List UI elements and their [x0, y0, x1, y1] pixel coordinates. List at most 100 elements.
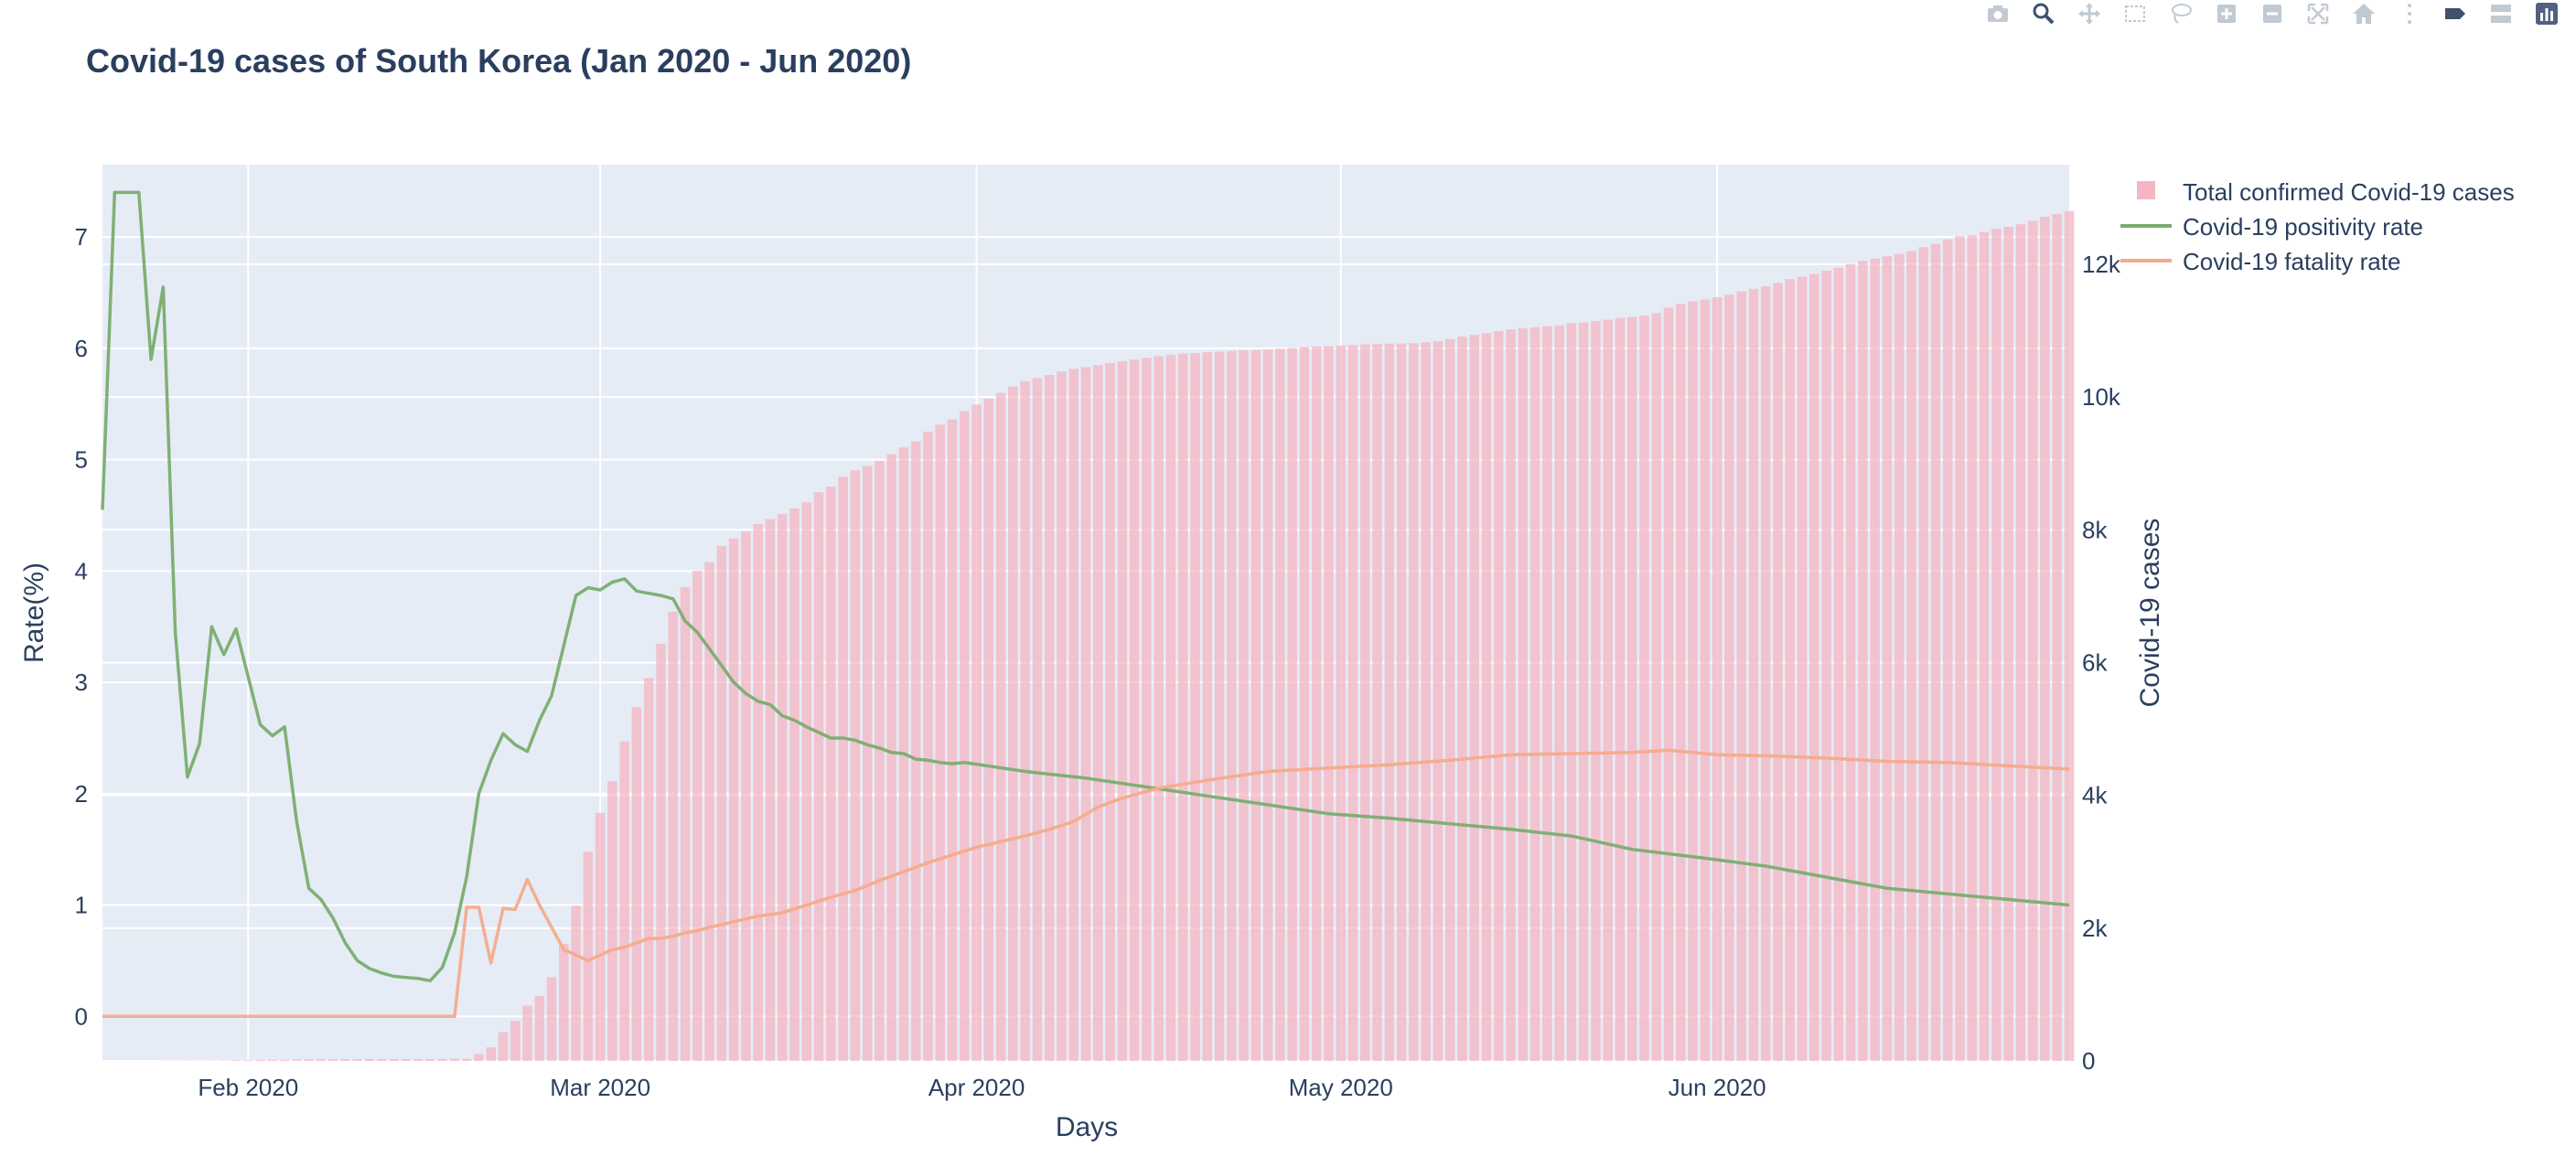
bar-day[interactable]: [559, 943, 569, 1061]
bar-day[interactable]: [1262, 348, 1273, 1061]
bar-day[interactable]: [1639, 316, 1649, 1061]
bar-day[interactable]: [1384, 343, 1395, 1062]
bar-day[interactable]: [279, 1059, 290, 1061]
bar-day[interactable]: [935, 424, 946, 1061]
hover-closest-icon[interactable]: [2435, 0, 2475, 27]
bar-day[interactable]: [1578, 322, 1589, 1061]
bar-day[interactable]: [607, 781, 617, 1061]
bar-day[interactable]: [1239, 350, 1249, 1061]
bar-day[interactable]: [1275, 348, 1285, 1061]
bar-day[interactable]: [1663, 307, 1674, 1061]
bar-day[interactable]: [546, 977, 557, 1061]
bar-day[interactable]: [1506, 329, 1516, 1061]
spike-lines-icon[interactable]: [2389, 0, 2430, 27]
bar-day[interactable]: [1712, 296, 1723, 1061]
bar-day[interactable]: [838, 476, 848, 1061]
bar-day[interactable]: [959, 411, 970, 1061]
bar-day[interactable]: [1906, 251, 1916, 1061]
bar-day[interactable]: [1324, 346, 1334, 1061]
bar-day[interactable]: [1845, 263, 1856, 1061]
bar-day[interactable]: [304, 1059, 314, 1061]
bar-day[interactable]: [425, 1058, 435, 1061]
bar-day[interactable]: [1821, 271, 1831, 1062]
bar-day[interactable]: [364, 1058, 375, 1061]
bar-day[interactable]: [1359, 344, 1370, 1061]
bar-day[interactable]: [242, 1060, 253, 1061]
bar-day[interactable]: [267, 1059, 278, 1061]
zoom-icon[interactable]: [2023, 0, 2064, 27]
bar-day[interactable]: [231, 1060, 242, 1061]
bar-day[interactable]: [1409, 343, 1419, 1062]
bar-day[interactable]: [1930, 243, 1941, 1062]
bar-day[interactable]: [1444, 338, 1455, 1061]
plotly-logo-icon[interactable]: [2527, 0, 2567, 27]
bar-day[interactable]: [1676, 304, 1686, 1061]
box-select-icon[interactable]: [2115, 0, 2155, 27]
bar-day[interactable]: [765, 519, 776, 1061]
bar-day[interactable]: [1882, 256, 1893, 1061]
bar-day[interactable]: [1287, 348, 1297, 1061]
bar-day[interactable]: [741, 530, 751, 1061]
bar-day[interactable]: [1008, 386, 1018, 1061]
bar-day[interactable]: [1809, 273, 1819, 1062]
bar-day[interactable]: [510, 1021, 521, 1061]
pan-icon[interactable]: [2069, 0, 2109, 27]
bar-day[interactable]: [340, 1059, 350, 1061]
bar-day[interactable]: [292, 1059, 302, 1061]
bar-day[interactable]: [777, 514, 788, 1061]
bar-day[interactable]: [1785, 279, 1796, 1061]
bar-day[interactable]: [728, 538, 739, 1061]
bar-day[interactable]: [813, 492, 824, 1061]
bar-day[interactable]: [692, 571, 703, 1061]
bar-day[interactable]: [2052, 213, 2063, 1062]
bar-day[interactable]: [680, 587, 691, 1061]
bar-day[interactable]: [449, 1058, 460, 1061]
bar-day[interactable]: [1955, 236, 1965, 1061]
bar-day[interactable]: [1336, 345, 1347, 1061]
bar-day[interactable]: [995, 392, 1006, 1061]
bar-day[interactable]: [522, 1005, 532, 1061]
bar-day[interactable]: [1833, 267, 1844, 1061]
bar-day[interactable]: [316, 1059, 327, 1061]
bar-day[interactable]: [1736, 291, 1746, 1061]
bar-day[interactable]: [352, 1059, 363, 1061]
reset-axes-icon[interactable]: [2344, 0, 2384, 27]
bar-day[interactable]: [668, 611, 679, 1061]
bar-day[interactable]: [631, 707, 642, 1061]
bar-day[interactable]: [1044, 375, 1055, 1062]
bar-day[interactable]: [1603, 319, 1613, 1062]
bar-day[interactable]: [1700, 299, 1711, 1061]
bar-day[interactable]: [1080, 367, 1091, 1061]
bar-day[interactable]: [1615, 317, 1626, 1061]
bar-day[interactable]: [1117, 361, 1128, 1061]
bar-day[interactable]: [437, 1058, 447, 1061]
bar-day[interactable]: [1894, 253, 1905, 1061]
bar-day[interactable]: [1226, 350, 1237, 1061]
bar-day[interactable]: [1372, 343, 1382, 1062]
bar-day[interactable]: [583, 851, 594, 1061]
bar-day[interactable]: [1105, 362, 1115, 1061]
bar-day[interactable]: [1530, 327, 1540, 1062]
bar-day[interactable]: [1542, 326, 1552, 1062]
bar-day[interactable]: [704, 562, 714, 1061]
legend-item-fatality-rate[interactable]: Covid-19 fatality rate: [2120, 248, 2400, 275]
bar-day[interactable]: [1057, 371, 1067, 1062]
bar-day[interactable]: [862, 466, 873, 1061]
bar-day[interactable]: [1918, 247, 1929, 1061]
bar-day[interactable]: [825, 486, 836, 1061]
bar-day[interactable]: [1347, 345, 1358, 1061]
bar-day[interactable]: [1177, 353, 1188, 1061]
bar-day[interactable]: [2027, 220, 2038, 1061]
bar-day[interactable]: [1651, 313, 1662, 1061]
bar-day[interactable]: [498, 1032, 509, 1061]
bar-day[interactable]: [571, 905, 581, 1061]
bar-day[interactable]: [2015, 224, 2026, 1062]
bar-day[interactable]: [1092, 365, 1103, 1062]
bar-day[interactable]: [1396, 343, 1407, 1061]
bar-day[interactable]: [1032, 378, 1043, 1061]
bar-day[interactable]: [486, 1047, 496, 1061]
bar-day[interactable]: [1250, 349, 1261, 1061]
bar-day[interactable]: [1142, 358, 1152, 1061]
bar-day[interactable]: [1493, 331, 1504, 1061]
bar-day[interactable]: [1773, 283, 1783, 1061]
